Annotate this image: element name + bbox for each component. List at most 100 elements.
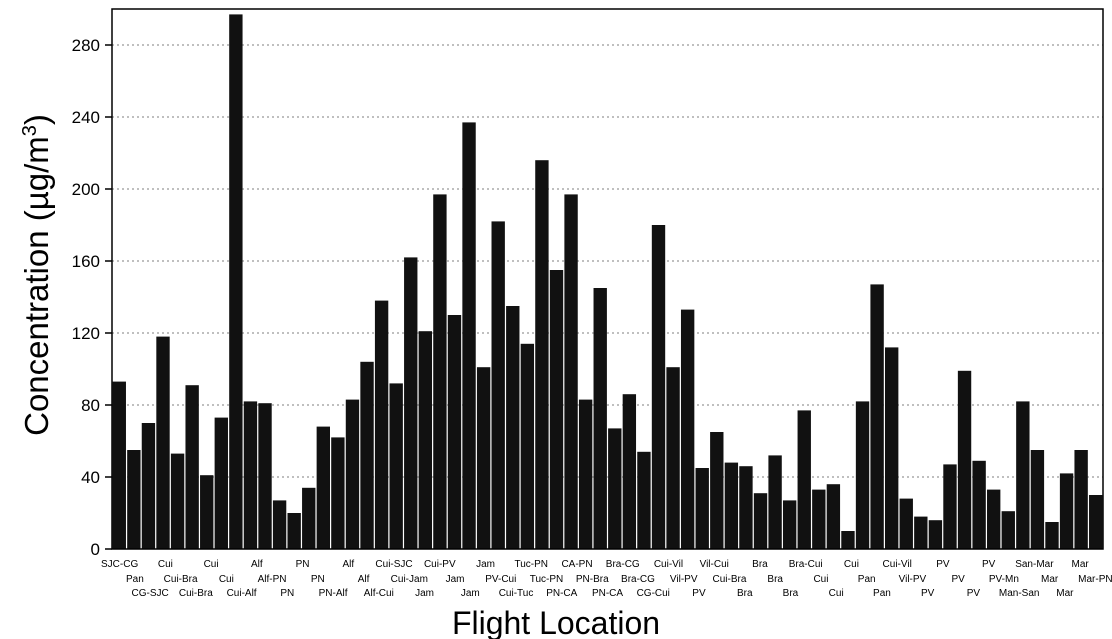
x-category-label-2: CG-SJC [132,588,169,599]
x-category-label-36: Cui-Vil [654,559,683,570]
x-category-label-43: Bra [767,574,783,585]
bar-52 [870,284,884,549]
bar-53 [885,347,899,549]
x-category-label-11: PN [280,588,294,599]
x-category-label-24: Jam [476,559,495,570]
x-category-label-31: PN-Bra [576,574,609,585]
bar-0 [112,381,126,549]
y-tick-label-7: 280 [72,36,100,55]
x-category-label-17: Alf-Cui [364,588,394,599]
x-category-label-64: Mar-PN [1078,574,1112,585]
x-category-label-1: Pan [126,574,144,585]
bar-4 [170,453,185,549]
x-category-label-55: PV [951,574,965,585]
bar-54 [899,498,913,549]
bar-3 [156,336,170,549]
bar-5 [185,385,199,549]
bar-48 [812,489,826,549]
x-category-label-0: SJC-CG [101,559,138,570]
bar-65 [1059,473,1074,549]
bar-38 [666,367,680,549]
bar-22 [433,194,447,549]
bar-41 [710,432,724,549]
y-tick-label-2: 80 [81,396,100,415]
x-category-label-37: Vil-PV [670,574,698,585]
x-category-label-42: Bra [752,559,768,570]
bar-1 [127,450,141,549]
bar-28 [520,343,535,549]
bar-10 [258,403,272,549]
bar-43 [739,466,753,549]
y-tick-label-0: 0 [91,540,100,559]
bar-49 [826,484,841,549]
x-category-label-58: PV-Mn [989,574,1019,585]
bar-8 [229,14,243,549]
bar-58 [957,370,972,549]
x-category-label-5: Cui-Bra [179,588,213,599]
bar-36 [637,451,651,549]
bar-6 [200,475,214,549]
bar-37 [651,225,666,549]
x-category-label-16: Alf [358,574,370,585]
bar-62 [1016,401,1030,549]
x-category-label-59: Man-San [999,588,1040,599]
bar-7 [214,417,228,549]
bar-14 [316,426,330,549]
x-category-label-45: Bra-Cui [789,559,823,570]
x-category-label-38: PV [692,588,706,599]
bar-15 [331,437,345,549]
x-category-label-25: PV-Cui [485,574,516,585]
y-axis: 0 40 80 120 160 200 240 280 [72,36,112,559]
x-category-label-20: Jam [415,588,434,599]
x-category-label-57: PV [982,559,996,570]
plot-frame [111,8,1104,550]
x-category-label-61: Mar [1041,574,1059,585]
bar-45 [768,455,782,549]
x-category-label-28: Tuc-PN [530,574,564,585]
x-category-label-40: Cui-Bra [713,574,747,585]
x-category-label-53: PV [921,588,935,599]
bar-30 [549,270,564,549]
bar-66 [1074,450,1088,549]
y-axis-title-close: ) [18,114,55,125]
x-category-label-3: Cui [158,559,173,570]
bar-26 [491,221,505,549]
bar-42 [724,462,739,549]
bar-18 [374,300,389,549]
y-tick-label-3: 120 [72,324,100,343]
bar-35 [622,394,637,549]
x-category-label-63: Mar [1072,559,1090,570]
x-category-label-7: Cui [219,574,234,585]
bar-20 [404,257,418,549]
bar-24 [462,122,476,550]
bar-67 [1089,495,1103,549]
x-category-label-35: CG-Cui [637,588,670,599]
bar-63 [1030,450,1045,549]
bar-46 [782,500,797,549]
x-category-label-27: Tuc-PN [515,559,549,570]
x-axis-title: Flight Location [452,605,660,639]
y-tick-label-4: 160 [72,252,100,271]
bar-44 [753,493,768,549]
bar-23 [447,315,462,549]
x-category-label-34: Bra-CG [621,574,655,585]
x-category-label-52: Vil-PV [899,574,927,585]
bar-2 [141,423,156,549]
bar-39 [680,309,695,549]
bar-19 [389,383,403,549]
x-category-label-50: Pan [873,588,891,599]
bar-47 [797,410,811,549]
x-category-label-15: Alf [342,559,354,570]
x-category-label-4: Cui-Bra [164,574,198,585]
x-category-label-56: PV [967,588,981,599]
bar-57 [943,464,957,549]
bar-56 [928,520,943,549]
x-category-label-19: Cui-Jam [391,574,428,585]
x-category-label-23: Jam [461,588,480,599]
bar-11 [272,500,287,549]
y-tick-label-5: 200 [72,180,100,199]
x-category-label-48: Cui [844,559,859,570]
bar-25 [476,367,491,549]
bar-9 [243,401,258,549]
bar-34 [608,428,622,549]
